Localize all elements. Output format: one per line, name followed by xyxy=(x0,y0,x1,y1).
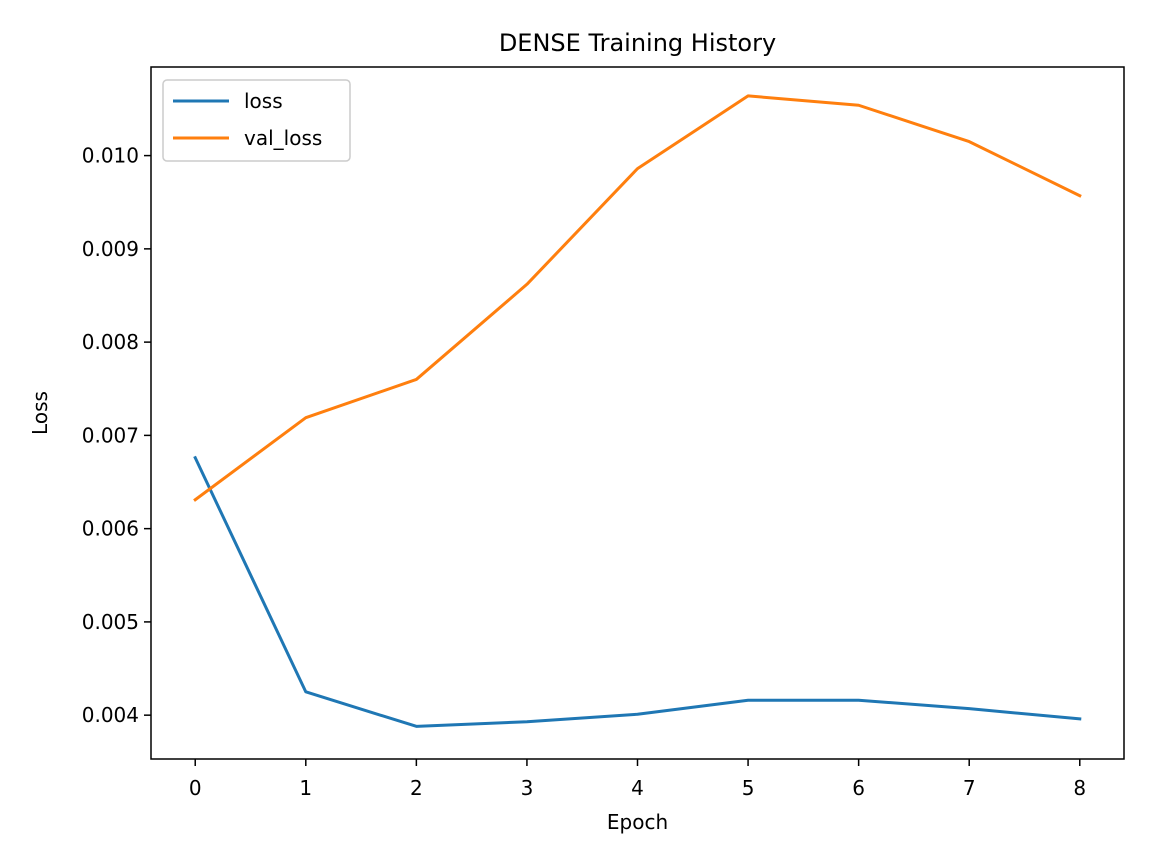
x-axis-ticks: 0 1 2 3 4 5 6 7 8 xyxy=(189,759,1086,800)
y-axis-ticks: 0.004 0.005 0.006 0.007 0.008 0.009 0.010 xyxy=(82,144,151,727)
legend-label-val-loss: val_loss xyxy=(244,126,322,150)
y-axis-title: Loss xyxy=(28,391,52,435)
y-tick-label: 0.005 xyxy=(82,610,139,634)
plot-area xyxy=(150,66,1125,760)
x-axis-title: Epoch xyxy=(607,810,668,834)
x-tick-label: 1 xyxy=(299,776,312,800)
series-line-loss xyxy=(193,455,1082,728)
plot-background xyxy=(151,67,1124,759)
x-tick-label: 8 xyxy=(1073,776,1086,800)
series-layer xyxy=(193,94,1082,728)
y-tick-label: 0.004 xyxy=(82,703,139,727)
legend-label-loss: loss xyxy=(244,89,283,113)
series-line-val-loss xyxy=(193,94,1082,502)
x-tick-label: 6 xyxy=(852,776,865,800)
x-tick-label: 4 xyxy=(631,776,644,800)
x-tick-label: 5 xyxy=(742,776,755,800)
legend: loss val_loss xyxy=(162,79,351,162)
y-tick-label: 0.010 xyxy=(82,144,139,168)
y-tick-label: 0.009 xyxy=(82,237,139,261)
y-tick-label: 0.006 xyxy=(82,517,139,541)
y-tick-label: 0.008 xyxy=(82,330,139,354)
x-tick-label: 0 xyxy=(189,776,202,800)
x-tick-label: 7 xyxy=(963,776,976,800)
chart-title: DENSE Training History xyxy=(499,29,776,57)
x-tick-label: 3 xyxy=(521,776,534,800)
x-tick-label: 2 xyxy=(410,776,423,800)
y-tick-label: 0.007 xyxy=(82,423,139,447)
